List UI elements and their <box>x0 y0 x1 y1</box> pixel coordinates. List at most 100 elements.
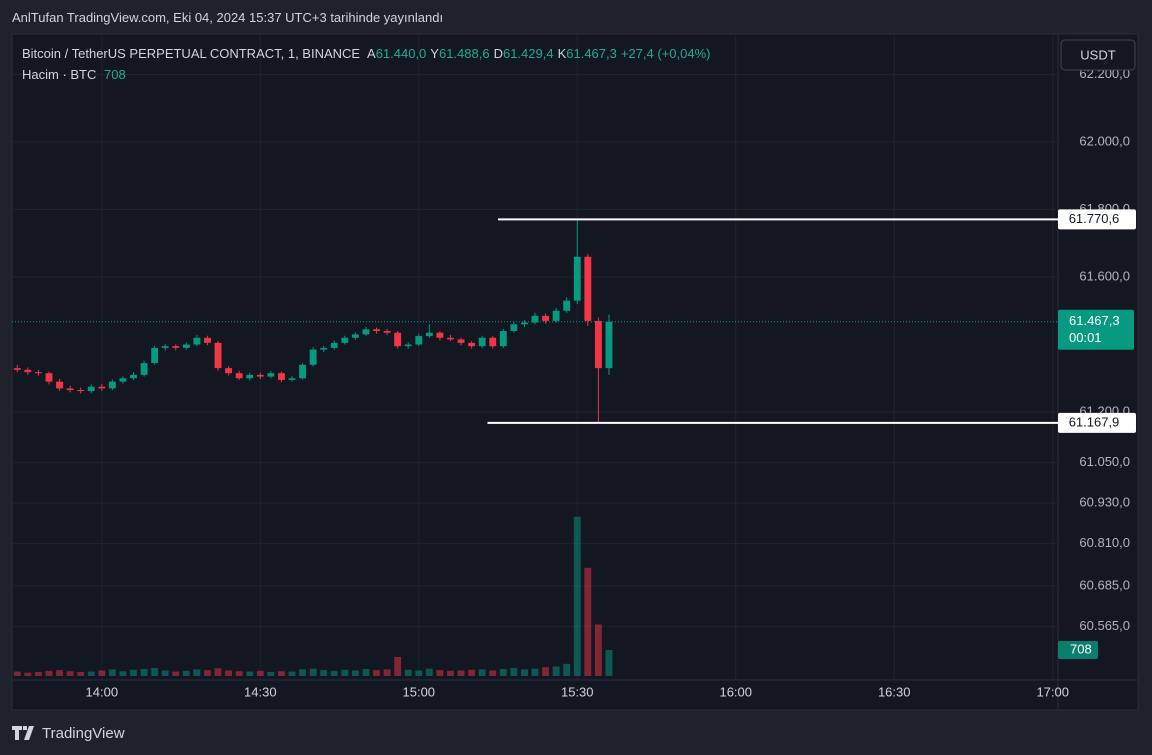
volume-bar <box>172 671 180 676</box>
ohlc-value: 61.429,4 <box>502 46 554 61</box>
candle-body <box>108 381 116 389</box>
volume-bar <box>204 670 211 676</box>
volume-bar <box>499 669 507 676</box>
change: +27,4 (+0,04%) <box>620 46 711 61</box>
marks <box>12 218 1058 676</box>
currency-label: USDT <box>1080 47 1115 62</box>
candle-body <box>531 315 539 323</box>
candle-body <box>330 342 338 348</box>
ohlc-value: 61.467,3 <box>566 46 617 61</box>
candle-body <box>299 364 306 379</box>
last-price-label: 61.467,3 <box>1069 313 1120 328</box>
y-tick-label: 60.685,0 <box>1079 577 1130 592</box>
candle-body <box>225 368 233 374</box>
volume-bar <box>373 670 380 676</box>
volume-bar <box>605 649 613 676</box>
volume-bar <box>66 671 74 676</box>
y-tick-label: 60.565,0 <box>1079 618 1130 633</box>
candle-body <box>193 337 201 345</box>
y-tick-label: 61.050,0 <box>1079 454 1130 469</box>
candle-body <box>172 346 180 348</box>
symbol-title: Bitcoin / TetherUS PERPETUAL CONTRACT, 1… <box>22 46 361 61</box>
volume-bar <box>552 666 560 676</box>
candle-body <box>161 346 169 348</box>
currency-button[interactable] <box>1060 39 1136 71</box>
ohlc-value: 61.488,6 <box>438 46 490 61</box>
ohlc-value: 61.440,0 <box>375 46 427 61</box>
x-tick-label: 14:30 <box>244 684 277 699</box>
y-tick-label: 61.600,0 <box>1079 268 1130 283</box>
volume-bar <box>394 656 402 676</box>
y-tick-label: 62.000,0 <box>1079 133 1130 148</box>
candle-body <box>457 339 465 343</box>
x-tick-label: 14:00 <box>86 684 119 699</box>
candle-body <box>309 349 317 365</box>
volume-bar <box>87 671 95 676</box>
volume-bar <box>235 671 243 676</box>
volume-value: 708 <box>104 67 126 82</box>
candle-body <box>98 386 106 389</box>
candle-body <box>362 329 370 335</box>
volume-bar <box>161 670 169 676</box>
volume-bar <box>351 670 359 676</box>
volume-bar <box>404 669 412 676</box>
countdown: 00:01 <box>1069 330 1102 345</box>
volume-bar <box>13 671 21 676</box>
candle-body <box>13 368 21 370</box>
candle-body <box>214 342 222 369</box>
volume-bar <box>151 667 159 676</box>
volume-bar <box>130 669 137 676</box>
y-tick-label: 60.930,0 <box>1079 495 1130 510</box>
volume-bar <box>330 670 338 676</box>
x-tick-label: 16:00 <box>719 684 752 699</box>
volume-bar <box>288 671 296 676</box>
volume-bar <box>468 669 476 676</box>
candle-body <box>573 256 581 301</box>
volume-bar <box>447 670 454 676</box>
volume-bar <box>478 669 486 676</box>
candle-body <box>204 337 211 343</box>
candle-body <box>87 386 95 392</box>
legend-volume: Hacim · BTC 708 <box>22 67 130 82</box>
volume-bar <box>341 669 349 676</box>
candle-body <box>489 337 497 347</box>
ohlc-name: Y <box>430 46 439 61</box>
volume-bar <box>320 670 328 676</box>
volume-bar <box>98 670 106 676</box>
candle-body <box>130 374 137 379</box>
candle-body <box>267 373 275 377</box>
candle-body <box>151 347 159 364</box>
volume-bar <box>383 669 391 676</box>
candle-body <box>320 347 328 350</box>
volume-bar <box>193 669 201 676</box>
candle-body <box>447 337 454 340</box>
candle-body <box>563 300 571 311</box>
y-tick-label: 60.810,0 <box>1079 535 1130 550</box>
candle-body <box>415 336 423 345</box>
ohlc-name: D <box>493 46 503 61</box>
candle-body <box>383 331 391 333</box>
candle-body <box>521 322 528 325</box>
candle-body <box>235 373 243 379</box>
candle-body <box>394 332 402 347</box>
volume-bar <box>256 670 264 676</box>
footer-brand: TradingView <box>42 725 125 742</box>
candle-body <box>277 373 285 380</box>
volume-bar <box>309 668 317 676</box>
candle-body <box>605 321 613 369</box>
candle-body <box>256 374 264 377</box>
volume-bar <box>277 671 285 676</box>
volume-bar <box>415 670 423 676</box>
candle-body <box>425 332 433 337</box>
volume-bar <box>77 671 85 676</box>
candle-body <box>34 372 42 374</box>
volume-bar <box>225 670 233 676</box>
level-label: 61.770,6 <box>1069 211 1120 226</box>
volume-bar <box>34 671 42 676</box>
x-tick-label: 16:30 <box>878 684 911 699</box>
candle-body <box>288 378 296 380</box>
candle-body <box>351 334 359 338</box>
volume-bar <box>521 669 528 676</box>
